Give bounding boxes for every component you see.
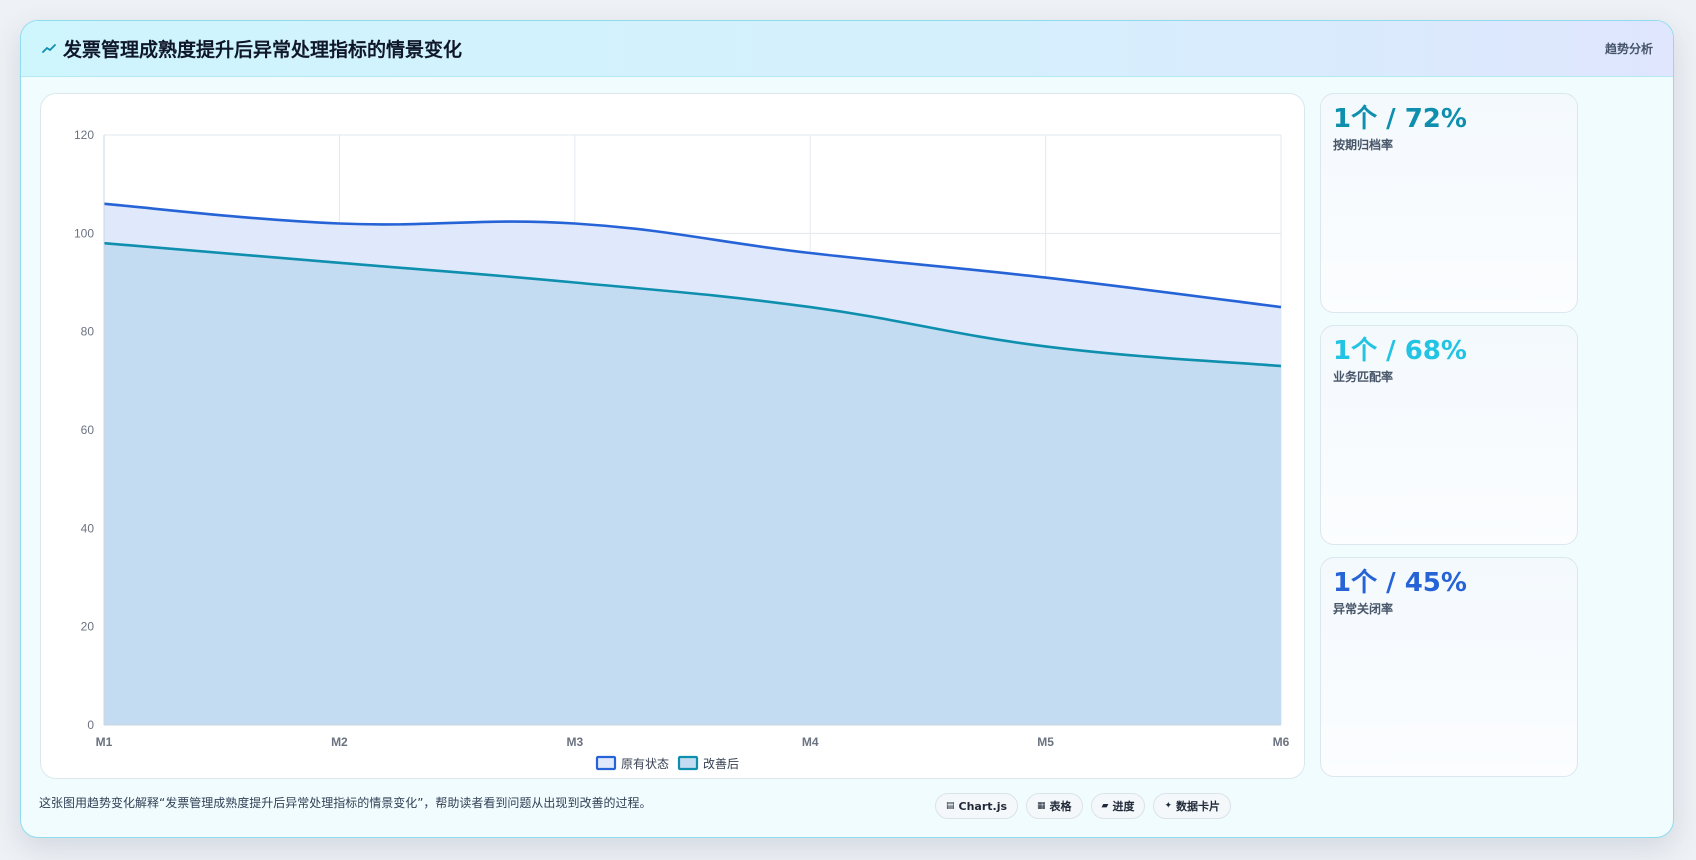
chart-description: 这张图用趋势变化解释“发票管理成熟度提升后异常处理指标的情景变化”，帮助读者看到… — [39, 796, 652, 810]
x-tick-label: M6 — [1273, 735, 1290, 749]
legend-swatch-1 — [677, 755, 699, 771]
stat-label: 异常关闭率 — [1333, 602, 1394, 616]
area-chart: 0 20 40 60 80 100 120 M1 M2 M3 M4 M5 M6 原有状态 改善后 — [74, 128, 1290, 771]
stat-value: 1个 / 72% — [1333, 104, 1467, 134]
table-icon: ▦ — [1037, 801, 1046, 811]
series-line-0 — [103, 202, 1282, 309]
y-tick-label: 0 — [87, 718, 94, 732]
series-line-1 — [103, 241, 1282, 368]
stat-card-archive: 1个 / 72% 按期归档率 — [1320, 93, 1578, 313]
stat-label: 按期归档率 — [1333, 138, 1394, 152]
tag-progress[interactable]: ▰ 进度 — [1090, 793, 1146, 819]
tag-label: Chart.js — [958, 799, 1008, 813]
x-tick-label: M5 — [1037, 735, 1054, 749]
progress-icon: ▰ — [1101, 801, 1109, 811]
y-tick-label: 80 — [81, 325, 95, 339]
page-title: 发票管理成熟度提升后异常处理指标的情景变化 — [63, 39, 463, 61]
series-area-1 — [104, 243, 1281, 725]
trend-analysis-badge[interactable]: 趋势分析 — [1604, 42, 1653, 56]
legend-label-1: 改善后 — [703, 756, 739, 771]
y-tick-label: 20 — [81, 620, 95, 634]
chart-panel: 0 20 40 60 80 100 120 M1 M2 M3 M4 M5 M6 原有状态 改善后 — [40, 93, 1305, 779]
x-tick-label: M1 — [96, 735, 113, 749]
chart-icon: ▤ — [946, 801, 955, 811]
x-tick-label: M3 — [566, 735, 583, 749]
x-tick-label: M4 — [802, 735, 819, 749]
tag-label: 数据卡片 — [1176, 800, 1221, 813]
stat-value: 1个 / 45% — [1333, 568, 1467, 598]
sparkle-icon: ✦ — [1164, 801, 1173, 811]
tag-table[interactable]: ▦ 表格 — [1026, 793, 1083, 819]
stat-card-match: 1个 / 68% 业务匹配率 — [1320, 325, 1578, 545]
tag-label: 表格 — [1049, 800, 1072, 813]
card-header: 发票管理成熟度提升后异常处理指标的情景变化 趋势分析 — [21, 21, 1673, 77]
main-card: 发票管理成熟度提升后异常处理指标的情景变化 趋势分析 0 20 40 60 80 100 1… — [20, 20, 1674, 838]
x-tick-label: M2 — [331, 735, 348, 749]
trend-icon — [42, 43, 56, 53]
tag-label: 进度 — [1112, 800, 1135, 813]
y-tick-label: 60 — [81, 423, 95, 437]
stat-label: 业务匹配率 — [1333, 370, 1394, 384]
y-tick-label: 120 — [74, 128, 94, 142]
tag-chartjs[interactable]: ▤ Chart.js — [935, 793, 1019, 819]
tag-list: ▤ Chart.js ▦ 表格 ▰ 进度 ✦ 数据卡片 — [935, 793, 1232, 819]
stat-value: 1个 / 68% — [1333, 336, 1467, 366]
legend-label-0: 原有状态 — [621, 757, 669, 771]
legend-swatch-0 — [595, 755, 617, 771]
tag-data-card[interactable]: ✦ 数据卡片 — [1153, 793, 1232, 819]
stat-card-close: 1个 / 45% 异常关闭率 — [1320, 557, 1578, 777]
y-tick-label: 100 — [74, 226, 94, 240]
y-tick-label: 40 — [81, 521, 95, 535]
